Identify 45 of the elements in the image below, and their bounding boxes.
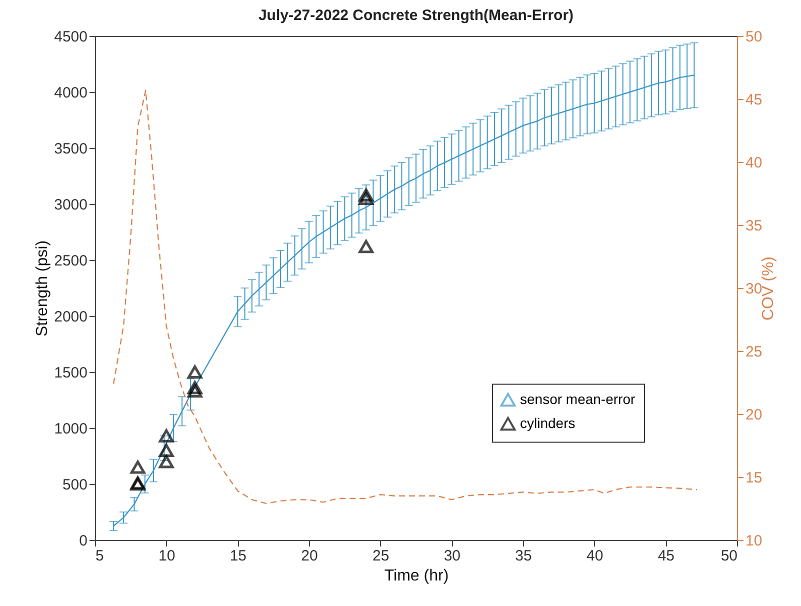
y-tick-label: 3500 bbox=[54, 140, 88, 158]
y2-tick-label: 45 bbox=[746, 92, 762, 108]
y-axis-title: Strength (psi) bbox=[34, 240, 52, 337]
y-tick-label: 0 bbox=[79, 532, 88, 550]
x-tick-label: 40 bbox=[586, 548, 604, 564]
y-tick-label: 4500 bbox=[54, 28, 88, 46]
x-tick-label: 30 bbox=[444, 548, 461, 564]
y2-tick-label: 40 bbox=[746, 154, 762, 172]
point bbox=[358, 240, 374, 254]
legend-label: sensor mean-error bbox=[520, 390, 636, 407]
x-tick-label: 50 bbox=[720, 548, 738, 564]
y-tick-label: 1500 bbox=[54, 364, 88, 382]
point bbox=[187, 381, 202, 394]
y-tick-label: 2000 bbox=[54, 308, 88, 326]
x-tick-label: 20 bbox=[301, 548, 318, 564]
y-tick-label: 500 bbox=[62, 476, 88, 494]
y-tick-label: 4000 bbox=[54, 84, 88, 102]
y-tick-label: 3000 bbox=[54, 196, 88, 214]
point bbox=[130, 460, 146, 474]
point bbox=[358, 192, 374, 206]
y-tick-label: 2500 bbox=[54, 252, 88, 270]
y2-tick-label: 25 bbox=[746, 344, 762, 360]
legend-label: cylinders bbox=[520, 414, 576, 431]
x-tick-label: 10 bbox=[158, 548, 176, 564]
x-tick-label: 25 bbox=[372, 548, 390, 564]
point bbox=[158, 454, 174, 468]
x-tick-label: 35 bbox=[515, 548, 532, 564]
y2-axis-title: COV (%) bbox=[760, 256, 778, 320]
chart-title: July-27-2022 Concrete Strength(Mean-Error) bbox=[258, 7, 574, 24]
y2-tick-label: 10 bbox=[746, 532, 762, 550]
point bbox=[158, 444, 174, 458]
y2-tick-label: 15 bbox=[746, 470, 762, 486]
point bbox=[158, 429, 174, 442]
x-tick-label: 15 bbox=[230, 548, 247, 564]
x-tick-label: 45 bbox=[658, 548, 675, 564]
y2-tick-label: 50 bbox=[746, 28, 762, 46]
point bbox=[358, 188, 374, 202]
x-tick-label: 5 bbox=[96, 548, 104, 564]
y2-tick-label: 35 bbox=[746, 218, 762, 234]
y2-tick-label: 30 bbox=[746, 280, 762, 298]
y-tick-label: 1000 bbox=[54, 420, 88, 438]
point bbox=[187, 384, 202, 398]
point bbox=[187, 365, 202, 379]
y2-tick-label: 20 bbox=[746, 406, 762, 424]
x-axis-title: Time (hr) bbox=[384, 568, 449, 584]
